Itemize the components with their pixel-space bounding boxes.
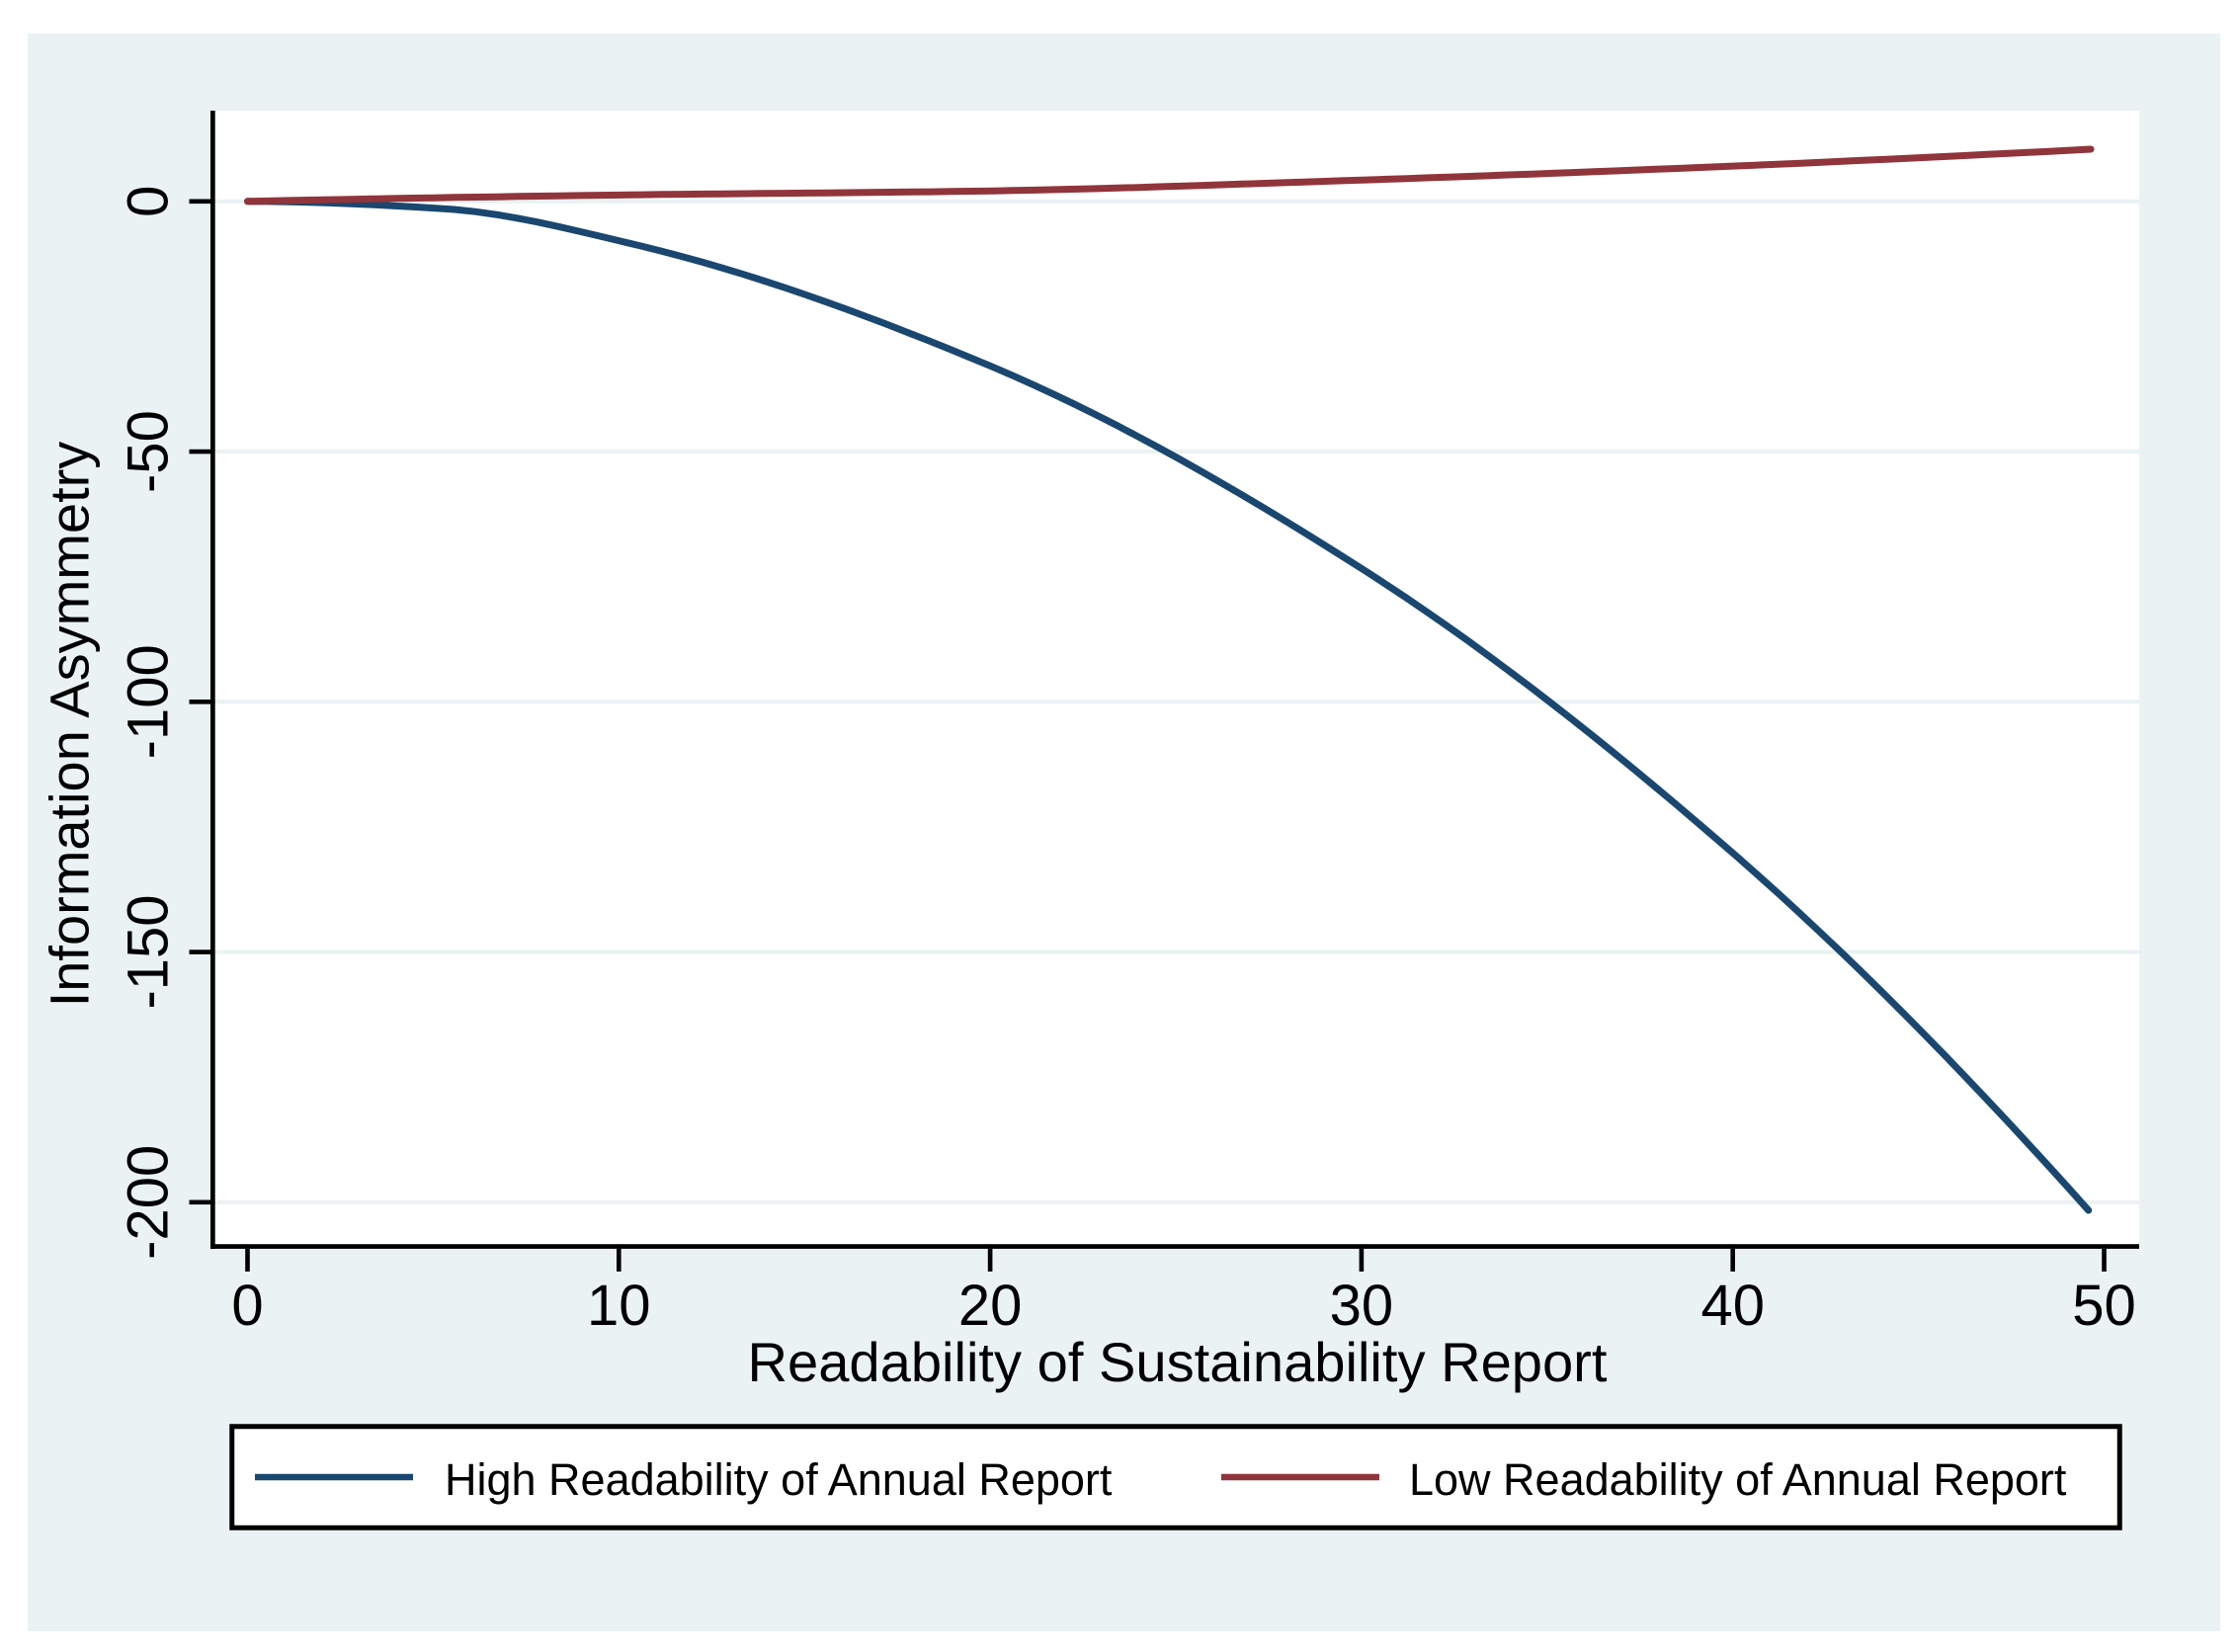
svg-text:High Readability of Annual Rep: High Readability of Annual Report: [445, 1454, 1113, 1505]
svg-text:50: 50: [2072, 1274, 2136, 1338]
svg-text:-100: -100: [117, 644, 181, 759]
svg-text:0: 0: [117, 186, 181, 217]
svg-text:-50: -50: [117, 410, 181, 493]
svg-text:40: 40: [1700, 1274, 1765, 1338]
svg-text:-150: -150: [117, 894, 181, 1009]
svg-text:-200: -200: [117, 1145, 181, 1260]
svg-text:0: 0: [231, 1274, 263, 1338]
svg-text:20: 20: [958, 1274, 1023, 1338]
svg-text:Low Readability of Annual Repo: Low Readability of Annual Report: [1409, 1454, 2067, 1505]
svg-text:10: 10: [587, 1274, 651, 1338]
svg-text:Readability of Sustainability: Readability of Sustainability Report: [748, 1331, 1608, 1393]
svg-text:Information Asymmetry: Information Asymmetry: [39, 442, 101, 1008]
svg-text:30: 30: [1330, 1274, 1394, 1338]
